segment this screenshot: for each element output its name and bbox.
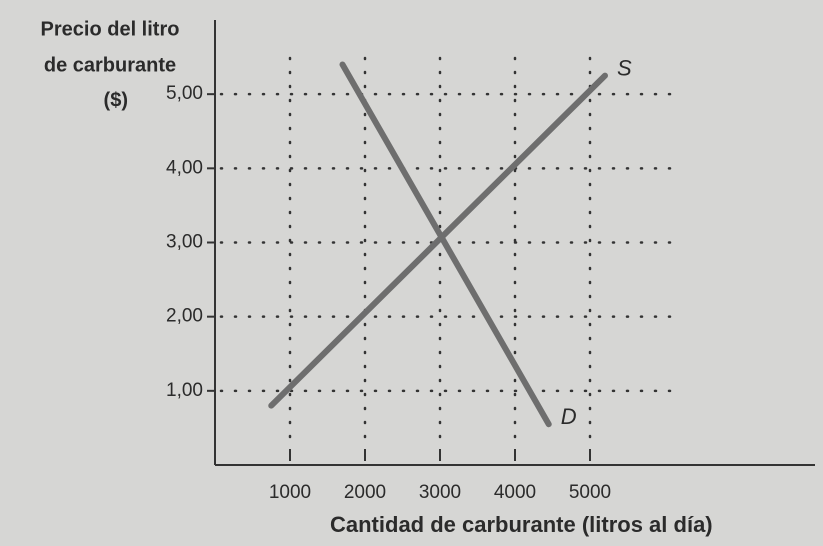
y-tick-label: 4,00 xyxy=(166,157,203,178)
y-tick-label: 5,00 xyxy=(166,83,203,104)
x-tick-label: 2000 xyxy=(344,482,386,503)
y-tick-label: 3,00 xyxy=(166,232,203,253)
x-tick-label: 3000 xyxy=(419,482,461,503)
x-tick-label: 1000 xyxy=(269,482,311,503)
series-line xyxy=(268,72,608,409)
y-tick-label: 2,00 xyxy=(166,306,203,327)
series-line xyxy=(339,61,552,428)
x-tick-label: 4000 xyxy=(494,482,536,503)
series-label: D xyxy=(561,404,577,429)
y-axis-label: ($) xyxy=(104,89,128,111)
series-label: S xyxy=(617,55,632,80)
x-tick-label: 5000 xyxy=(569,482,611,503)
y-axis-label: Precio del litro xyxy=(41,18,180,40)
y-tick-label: 1,00 xyxy=(166,380,203,401)
x-axis-label: Cantidad de carburante (litros al día) xyxy=(330,512,713,537)
y-axis-label: de carburante xyxy=(44,54,176,76)
